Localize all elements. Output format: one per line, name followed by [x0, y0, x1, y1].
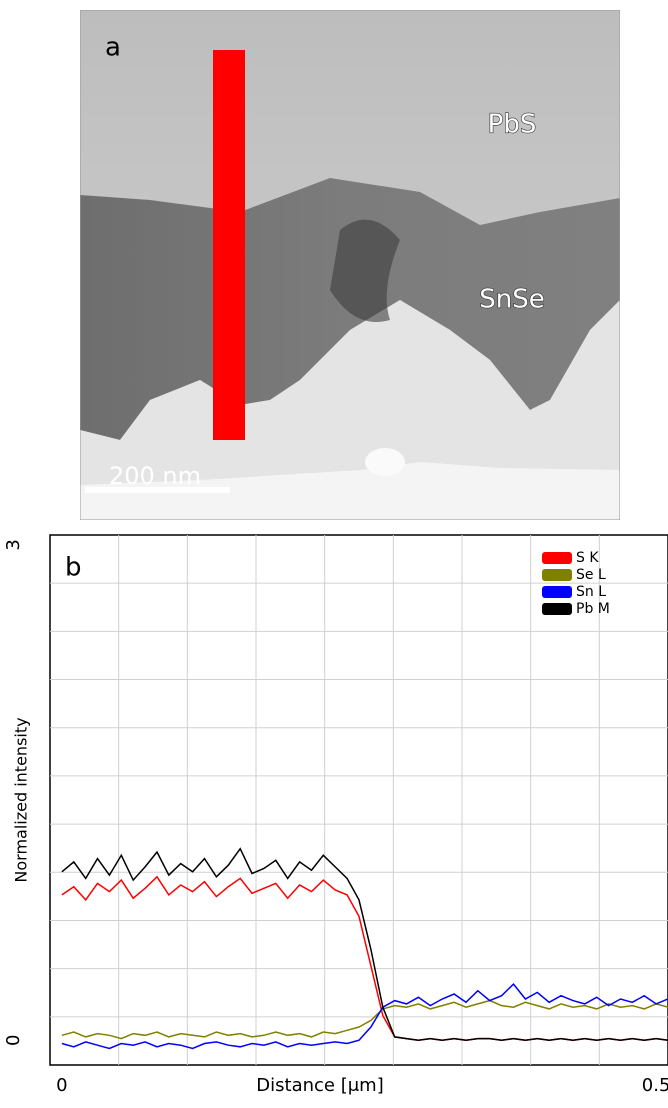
x-axis-label: Distance [μm]: [256, 1075, 383, 1096]
y-tick-label: 3: [3, 539, 24, 550]
line-series: [61, 982, 668, 1050]
x-tick-label: 0.5: [642, 1075, 668, 1096]
grid: [50, 535, 668, 1065]
micrograph: [80, 10, 620, 520]
y-axis-label: Normalized intensity: [12, 717, 31, 882]
y-tick-label: 0: [3, 1035, 24, 1046]
legend-swatch: [542, 552, 572, 564]
scan-line: [213, 50, 245, 440]
legend-swatch: [542, 586, 572, 598]
legend: S KSe LSn LPb M: [542, 550, 610, 617]
layer-label: SnSe: [479, 285, 544, 315]
legend-swatch: [542, 569, 572, 581]
legend-label: S K: [576, 550, 599, 566]
legend-label: Se L: [576, 567, 606, 583]
scale-bar: [85, 487, 230, 493]
line-series: [61, 999, 668, 1040]
legend-swatch: [542, 603, 572, 615]
panel-label: b: [65, 553, 82, 583]
panel-label: a: [105, 33, 121, 63]
plot-frame: [49, 534, 668, 1066]
legend-label: Sn L: [576, 584, 606, 600]
scale-bar-label: 200 nm: [109, 462, 201, 490]
lines: [61, 847, 668, 1050]
line-series: [61, 847, 668, 1041]
legend-label: Pb M: [576, 601, 610, 617]
layer-label: PbS: [488, 110, 537, 140]
x-tick-label: 0: [56, 1075, 67, 1096]
